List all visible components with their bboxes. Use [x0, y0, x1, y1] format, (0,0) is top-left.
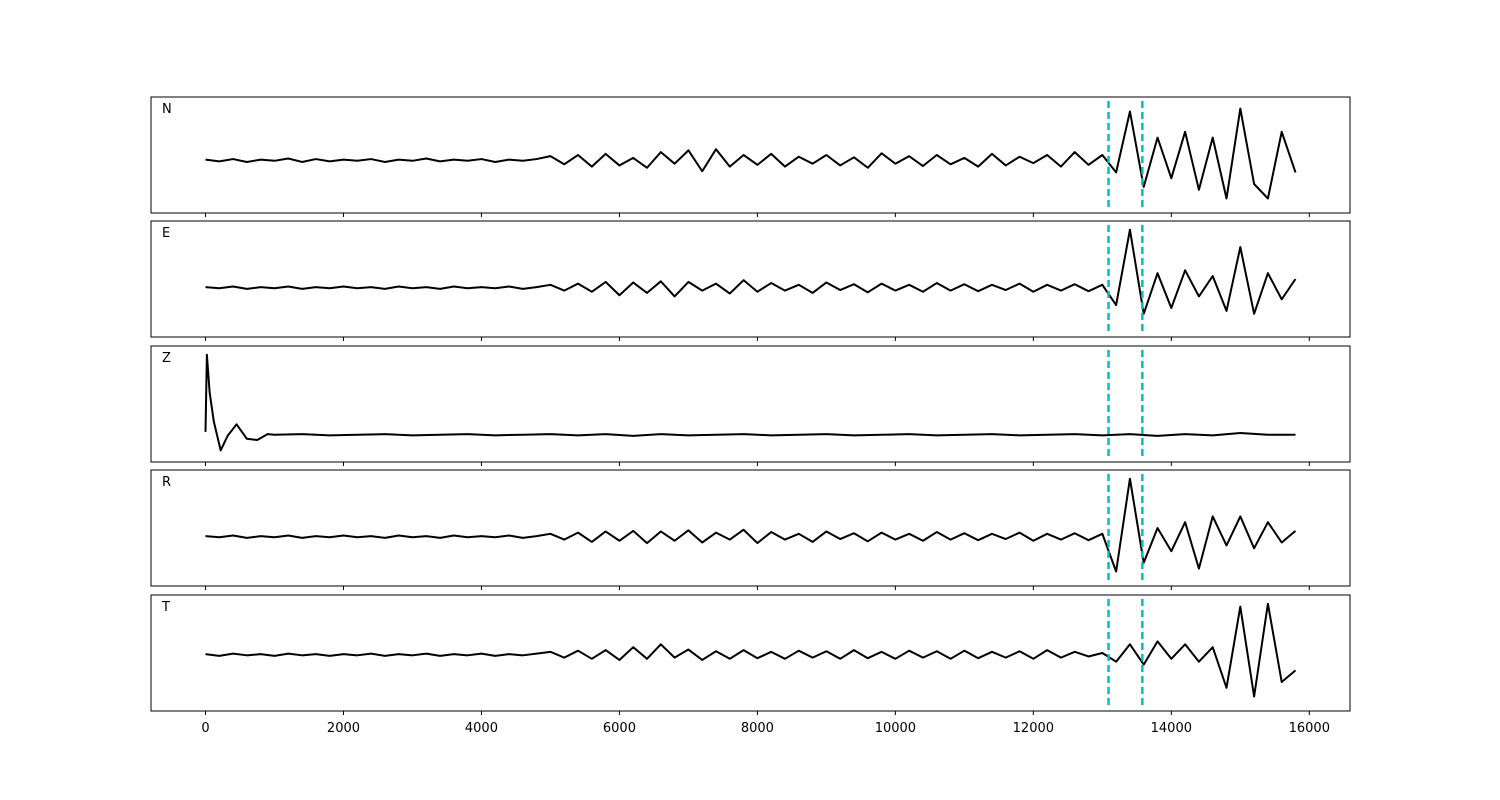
- axes-frame: [150, 594, 1351, 712]
- x-tick-label: 8000: [741, 721, 774, 736]
- trace: [205, 477, 1297, 573]
- trace: [205, 107, 1297, 200]
- channel-label: Z: [162, 351, 171, 366]
- x-tick-label: 10000: [875, 721, 916, 736]
- x-tick-label: 6000: [603, 721, 636, 736]
- trace: [205, 228, 1297, 315]
- x-tick-label: 0: [201, 721, 209, 736]
- axes-frame: [150, 96, 1351, 214]
- channel-label: R: [162, 475, 171, 490]
- axes-frame: [150, 220, 1351, 338]
- channel-label: E: [162, 226, 170, 241]
- trace: [205, 602, 1297, 698]
- channel-label: N: [162, 102, 172, 117]
- channel-label: T: [161, 600, 170, 615]
- axes-frame: [150, 345, 1351, 463]
- x-tick-label: 4000: [465, 721, 498, 736]
- trace: [204, 353, 1296, 452]
- x-tick-label: 12000: [1013, 721, 1054, 736]
- axes-frame: [150, 469, 1351, 587]
- x-tick-label: 16000: [1289, 721, 1330, 736]
- x-tick-label: 2000: [327, 721, 360, 736]
- x-tick-label: 14000: [1151, 721, 1192, 736]
